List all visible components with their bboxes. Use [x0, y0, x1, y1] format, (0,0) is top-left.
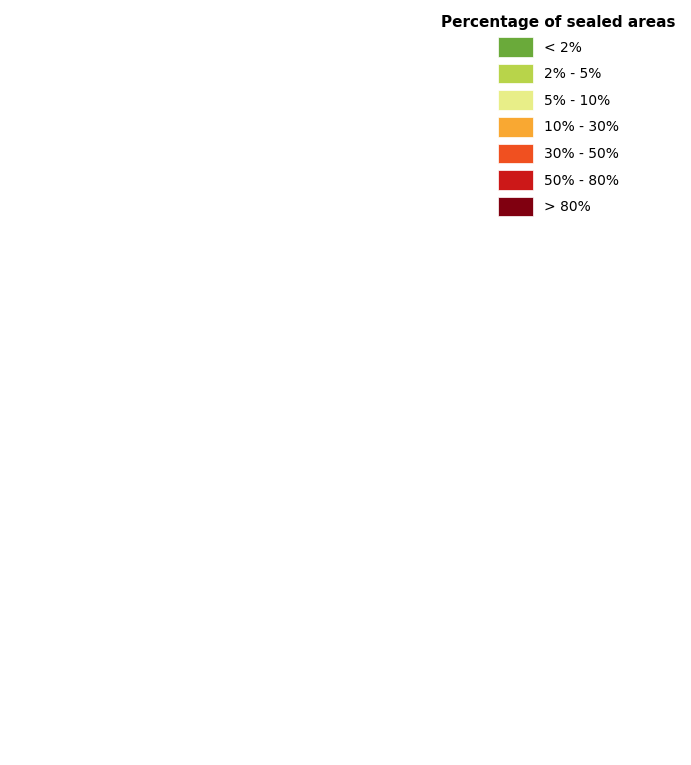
Legend: < 2%, 2% - 5%, 5% - 10%, 10% - 30%, 30% - 50%, 50% - 80%, > 80%: < 2%, 2% - 5%, 5% - 10%, 10% - 30%, 30% … [434, 8, 683, 223]
